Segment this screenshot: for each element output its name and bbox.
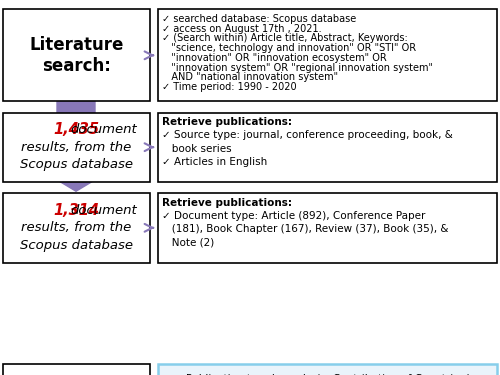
- Text: results, from the: results, from the: [21, 141, 132, 154]
- Text: Retrieve publications:: Retrieve publications:: [162, 117, 292, 127]
- FancyBboxPatch shape: [2, 9, 150, 101]
- Text: ✓ (Search within) Article title, Abstract, Keywords:: ✓ (Search within) Article title, Abstrac…: [162, 33, 408, 44]
- Text: ✓ access on August 17th , 2021.: ✓ access on August 17th , 2021.: [162, 24, 322, 34]
- Text: ✓ Articles in English: ✓ Articles in English: [162, 157, 268, 167]
- Text: ✓ Source type: journal, conference proceeding, book, &: ✓ Source type: journal, conference proce…: [162, 130, 454, 140]
- Text: ✓ Document type: Article (892), Conference Paper: ✓ Document type: Article (892), Conferen…: [162, 211, 426, 221]
- Text: document: document: [70, 123, 137, 136]
- Text: Retrieve publications:: Retrieve publications:: [162, 198, 292, 208]
- Text: "science, technology and innovation" OR "STI" OR: "science, technology and innovation" OR …: [162, 43, 416, 53]
- Text: "innovation system" OR "regional innovation system": "innovation system" OR "regional innovat…: [162, 63, 434, 73]
- Text: Scopus database: Scopus database: [20, 158, 133, 171]
- Text: ✓ Time period: 1990 - 2020: ✓ Time period: 1990 - 2020: [162, 82, 297, 92]
- FancyBboxPatch shape: [158, 112, 496, 182]
- Text: "innovation" OR "innovation ecosystem" OR: "innovation" OR "innovation ecosystem" O…: [162, 53, 387, 63]
- Text: results, from the: results, from the: [21, 221, 132, 234]
- FancyBboxPatch shape: [158, 364, 496, 375]
- Polygon shape: [38, 101, 114, 191]
- Text: Literature
search:: Literature search:: [29, 36, 124, 75]
- Text: ✓ searched database: Scopus database: ✓ searched database: Scopus database: [162, 14, 357, 24]
- FancyBboxPatch shape: [158, 9, 496, 101]
- FancyBboxPatch shape: [2, 112, 150, 182]
- FancyBboxPatch shape: [2, 193, 150, 262]
- Text: (181), Book Chapter (167), Review (37), Book (35), &: (181), Book Chapter (167), Review (37), …: [162, 225, 449, 234]
- Text: document: document: [70, 204, 137, 217]
- Text: Scopus database: Scopus database: [20, 239, 133, 252]
- Text: AND "national innovation system": AND "national innovation system": [162, 72, 338, 82]
- FancyBboxPatch shape: [2, 364, 150, 375]
- Text: Note (2): Note (2): [162, 238, 215, 248]
- Text: 1,314: 1,314: [53, 203, 99, 218]
- Text: book series: book series: [162, 144, 232, 154]
- Text: 1,435: 1,435: [53, 122, 99, 137]
- FancyBboxPatch shape: [158, 193, 496, 262]
- Text: Publication trends analysis; Contribution of Countries/
Institutions/Authors; Di: Publication trends analysis; Contributio…: [177, 374, 477, 375]
